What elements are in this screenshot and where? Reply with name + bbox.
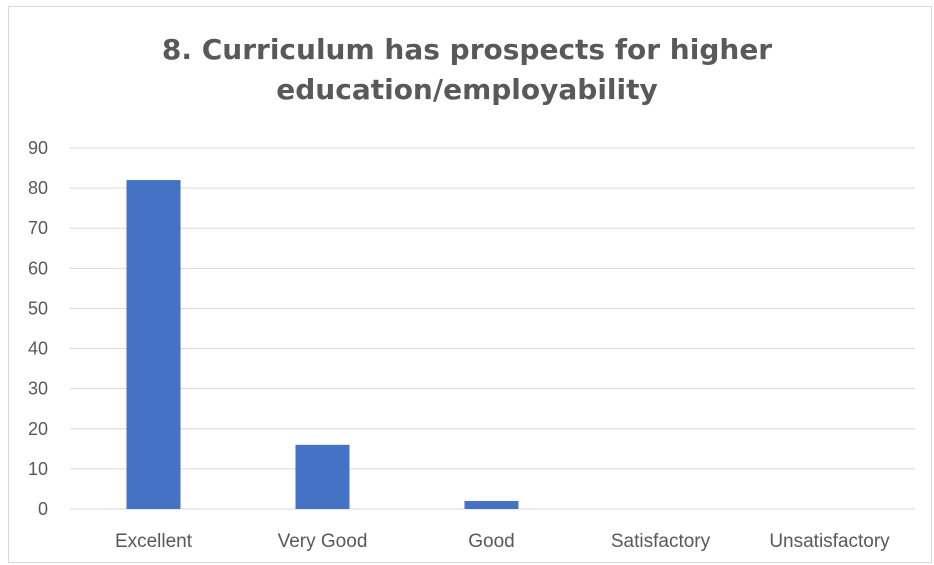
y-tick-label: 10: [28, 459, 48, 479]
y-axis-ticks: 0 10 20 30 40 50 60 70 80 90: [28, 138, 48, 519]
y-tick-label: 50: [28, 298, 48, 318]
x-axis-labels: Excellent Very Good Good Satisfactory Unsati…: [115, 531, 890, 552]
y-tick-label: 40: [28, 339, 48, 359]
y-tick-label: 70: [28, 218, 48, 238]
y-tick-label: 0: [38, 499, 48, 519]
bars: [126, 180, 519, 510]
y-tick-label: 30: [28, 379, 48, 399]
chart-title-line-1: 8. Curriculum has prospects for higher: [161, 33, 773, 66]
bar-excellent: [126, 180, 181, 510]
y-tick-label: 90: [28, 138, 48, 158]
x-category-label: Unsatisfactory: [769, 531, 890, 552]
y-tick-label: 80: [28, 178, 48, 198]
y-tick-label: 20: [28, 419, 48, 439]
x-category-label: Good: [468, 531, 514, 552]
bar-good: [464, 500, 519, 509]
bar-very-good: [295, 444, 350, 509]
x-category-label: Very Good: [278, 531, 368, 552]
chart-title-line-2: education/employability: [276, 73, 658, 106]
x-category-label: Excellent: [115, 531, 193, 552]
gridlines: [70, 147, 915, 510]
y-tick-label: 60: [28, 258, 48, 278]
x-category-label: Satisfactory: [611, 531, 711, 552]
chart-title: 8. Curriculum has prospects for higher e…: [0, 30, 934, 110]
